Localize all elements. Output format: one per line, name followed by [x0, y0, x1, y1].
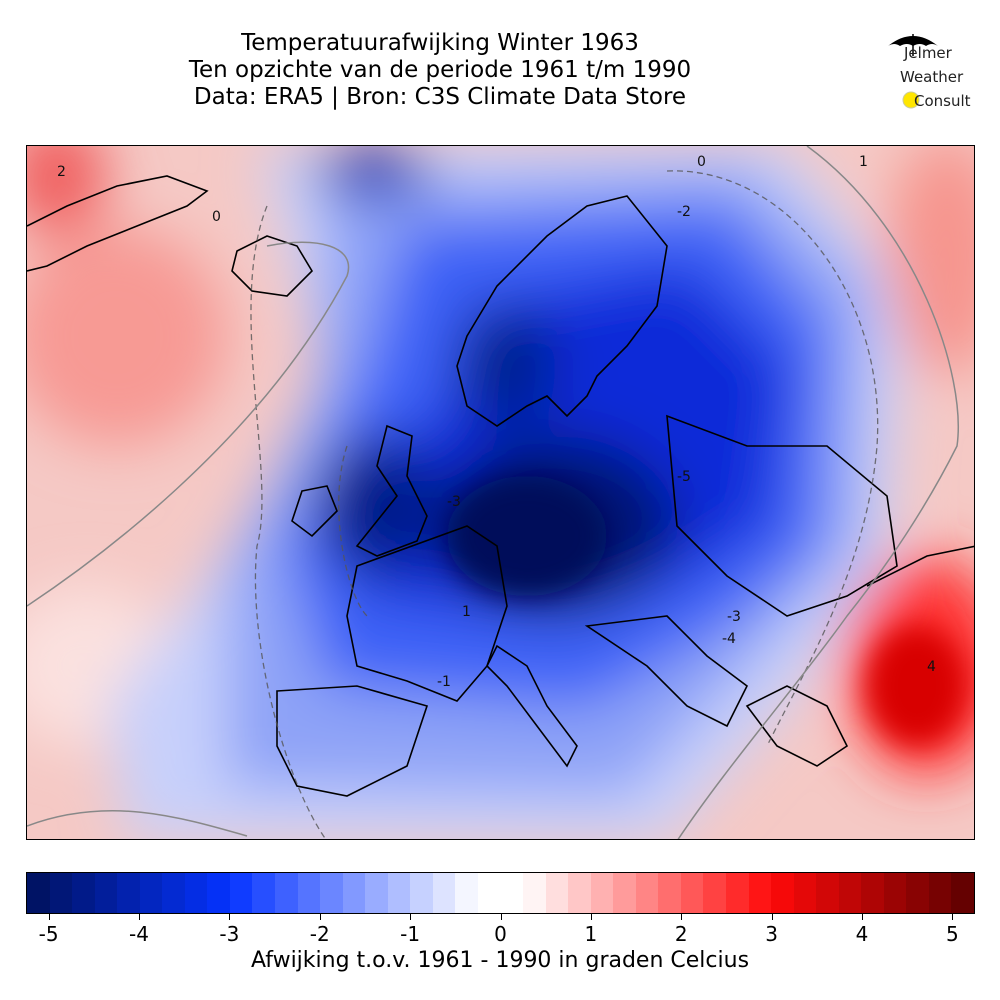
- colorbar-tick-label: -4: [128, 922, 149, 946]
- zero-contour: [27, 146, 959, 839]
- colorbar-tick: [862, 914, 864, 920]
- logo-text-2: Weather: [900, 68, 964, 86]
- contour-label: -4: [722, 631, 736, 647]
- contour-label: -3: [727, 609, 741, 625]
- colorbar-segment: [49, 873, 73, 913]
- colorbar-label: Afwijking t.o.v. 1961 - 1990 in graden C…: [250, 948, 750, 973]
- colorbar-segment: [162, 873, 185, 913]
- colorbar-segment: [117, 873, 140, 913]
- contour-label: -2: [677, 204, 691, 220]
- colorbar-tick-label: 4: [855, 922, 869, 946]
- colorbar-tick-label: 3: [765, 922, 778, 946]
- colorbar-segment: [951, 873, 974, 913]
- colorbar-segment: [883, 873, 907, 913]
- colorbar-tick: [48, 914, 50, 920]
- title-line-2: Ten opzichte van de periode 1961 t/m 199…: [188, 57, 692, 83]
- colorbar-segment: [94, 873, 118, 913]
- colorbar-segment: [72, 873, 95, 913]
- contour-label: 0: [212, 209, 221, 225]
- colorbar-tick-label: -5: [38, 922, 59, 946]
- colorbar-segment: [500, 873, 524, 913]
- colorbar-tick: [681, 914, 683, 920]
- colorbar-tick-label: -2: [309, 922, 330, 946]
- colorbar-tick: [952, 914, 954, 920]
- colorbar-segment: [320, 873, 343, 913]
- colorbar-segment: [342, 873, 366, 913]
- colorbar-segment: [703, 873, 726, 913]
- logo-text-1: Jelmer: [904, 44, 952, 62]
- contour-label: 1: [462, 604, 471, 620]
- colorbar-segment: [861, 873, 884, 913]
- colorbar-tick: [590, 914, 592, 920]
- contour-label: -1: [437, 674, 451, 690]
- colorbar-segment: [906, 873, 929, 913]
- colorbar-segment: [816, 873, 839, 913]
- colorbar-tick-label: -1: [400, 922, 421, 946]
- chart-title: Temperatuurafwijking Winter 1963 Ten opz…: [140, 30, 740, 111]
- umbrella-sun-icon: [888, 34, 938, 109]
- contour-label: -3: [447, 494, 461, 510]
- colorbar-tick-label: 5: [946, 922, 959, 946]
- colorbar-segment: [387, 873, 411, 913]
- colorbar-tick-label: 1: [584, 922, 598, 946]
- colorbar-segment: [27, 873, 50, 913]
- colorbar-segment: [432, 873, 456, 913]
- colorbar-segment: [523, 873, 546, 913]
- colorbar-segment: [545, 873, 569, 913]
- colorbar-segment: [635, 873, 659, 913]
- colorbar-segment: [207, 873, 230, 913]
- colorbar-segment: [658, 873, 681, 913]
- colorbar-segment: [297, 873, 321, 913]
- colorbar-tick: [138, 914, 140, 920]
- colorbar-segment: [680, 873, 704, 913]
- contour-label: -5: [677, 469, 691, 485]
- colorbar-segment: [613, 873, 636, 913]
- colorbar-segment: [410, 873, 433, 913]
- logo: Jelmer Weather Consult: [880, 28, 980, 118]
- colorbar-segment: [229, 873, 253, 913]
- colorbar-tick-label: 0: [494, 922, 507, 946]
- colorbar-tick: [500, 914, 502, 920]
- contour-label: 4: [927, 659, 936, 675]
- colorbar-tick-label: 2: [674, 922, 688, 946]
- map-canvas: 2 0 1 -2 -3 -5 -1 -3 -4 4 1 0: [27, 146, 974, 839]
- colorbar-segment: [365, 873, 388, 913]
- colorbar-tick: [771, 914, 773, 920]
- contour-label: 0: [697, 154, 706, 170]
- colorbar-tick: [319, 914, 321, 920]
- colorbar-segment: [139, 873, 163, 913]
- contour-lines: [250, 170, 879, 839]
- colorbar-segment: [184, 873, 208, 913]
- colorbar-segment: [455, 873, 478, 913]
- colorbar-tick-label: -3: [219, 922, 240, 946]
- contour-label: 2: [57, 164, 66, 180]
- colorbar: [26, 872, 975, 914]
- colorbar-tick: [410, 914, 412, 920]
- colorbar-segment: [477, 873, 501, 913]
- colorbar-segment: [252, 873, 276, 913]
- colorbar-segment: [838, 873, 862, 913]
- coastlines: [27, 175, 974, 797]
- colorbar-segment: [275, 873, 298, 913]
- colorbar-tick: [229, 914, 231, 920]
- title-line-3: Data: ERA5 | Bron: C3S Climate Data Stor…: [193, 84, 687, 110]
- colorbar-segment: [793, 873, 817, 913]
- colorbar-segment: [748, 873, 772, 913]
- logo-text-3: Consult: [914, 92, 971, 110]
- colorbar-segment: [725, 873, 749, 913]
- title-line-1: Temperatuurafwijking Winter 1963: [241, 30, 639, 56]
- colorbar-segment: [590, 873, 614, 913]
- colorbar-segment: [771, 873, 794, 913]
- anomaly-map: 2 0 1 -2 -3 -5 -1 -3 -4 4 1 0: [26, 145, 975, 840]
- colorbar-segment: [928, 873, 952, 913]
- colorbar-segment: [568, 873, 591, 913]
- contour-label: 1: [859, 154, 868, 170]
